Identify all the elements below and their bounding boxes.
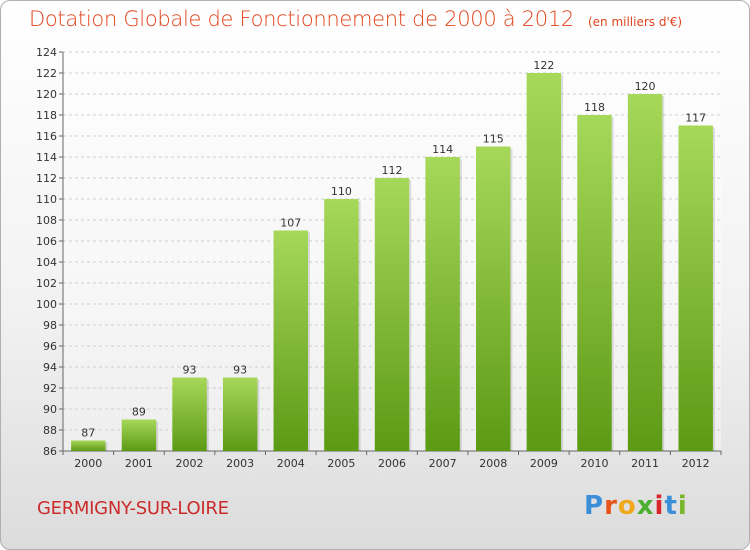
x-tick-label: 2000 <box>74 457 102 470</box>
y-tick-label: 94 <box>43 361 57 374</box>
x-tick-label: 2003 <box>226 457 254 470</box>
y-tick-label: 98 <box>43 319 57 332</box>
y-tick-label: 112 <box>36 172 57 185</box>
x-tick-label: 2011 <box>631 457 659 470</box>
y-tick-label: 100 <box>36 298 57 311</box>
y-tick-label: 116 <box>36 130 57 143</box>
bar-value-label: 93 <box>183 364 197 377</box>
y-tick-label: 104 <box>36 256 57 269</box>
x-tick-label: 2006 <box>378 457 406 470</box>
x-tick-label: 2009 <box>530 457 558 470</box>
y-tick-label: 92 <box>43 382 57 395</box>
bar-2000 <box>71 440 106 451</box>
logo-letter: x <box>636 491 655 521</box>
logo-letter: r <box>604 491 618 521</box>
bar-value-label: 122 <box>533 59 554 72</box>
bar-value-label: 115 <box>483 133 504 146</box>
x-tick-label: 2008 <box>479 457 507 470</box>
y-tick-label: 118 <box>36 109 57 122</box>
bar-2005 <box>324 199 359 451</box>
bar-value-label: 120 <box>635 80 656 93</box>
bar-2006 <box>374 178 410 451</box>
bar-2010 <box>577 115 612 451</box>
y-tick-label: 90 <box>43 403 57 416</box>
x-tick-label: 2007 <box>429 457 457 470</box>
logo-letter: t <box>664 491 678 521</box>
x-tick-label: 2010 <box>580 457 608 470</box>
proxiti-logo: Proxiti <box>584 491 688 521</box>
bar-value-label: 112 <box>382 164 403 177</box>
chart-title: Dotation Globale de Fonctionnement de 20… <box>29 7 574 31</box>
bar-value-label: 87 <box>81 427 95 440</box>
bar-value-label: 118 <box>584 101 605 114</box>
bar-2011 <box>627 94 663 451</box>
bar-2009 <box>526 73 562 451</box>
bar-2002 <box>172 377 207 451</box>
logo-letter: P <box>584 491 605 521</box>
x-tick-label: 2012 <box>682 457 710 470</box>
y-tick-label: 108 <box>36 214 57 227</box>
bar-2008 <box>476 146 511 451</box>
y-tick-label: 86 <box>43 445 57 458</box>
x-tick-label: 2004 <box>277 457 305 470</box>
bars <box>71 73 715 451</box>
data-labels: 87 89 93 93 107 110 112 114 115 122 118 120 117 <box>81 59 706 440</box>
y-tick-label: 120 <box>36 88 57 101</box>
bar-value-label: 117 <box>685 112 706 125</box>
bar-2001 <box>121 419 157 451</box>
y-tick-label: 88 <box>43 424 57 437</box>
logo-letter: i <box>654 491 665 521</box>
x-tick-label: 2001 <box>125 457 153 470</box>
logo-letter: o <box>617 491 637 521</box>
x-tick-label: 2005 <box>327 457 355 470</box>
chart-title-block: Dotation Globale de Fonctionnement de 20… <box>29 7 682 31</box>
logo-letter: i <box>677 491 688 521</box>
bar-value-label: 107 <box>280 217 301 230</box>
bar-2012 <box>678 125 713 451</box>
bar-value-label: 110 <box>331 185 352 198</box>
y-tick-label: 124 <box>36 46 57 59</box>
y-tick-label: 114 <box>36 151 57 164</box>
y-tick-label: 106 <box>36 235 57 248</box>
y-tick-label: 102 <box>36 277 57 290</box>
commune-name: GERMIGNY-SUR-LOIRE <box>37 498 229 519</box>
x-tick-label: 2002 <box>176 457 204 470</box>
y-tick-label: 110 <box>36 193 57 206</box>
bar-value-label: 89 <box>132 406 146 419</box>
bar-2007 <box>425 157 460 451</box>
bar-value-label: 93 <box>233 364 247 377</box>
chart-unit: (en milliers d'€) <box>587 15 683 29</box>
bar-2004 <box>273 230 308 451</box>
y-tick-label: 96 <box>43 340 57 353</box>
bar-value-label: 114 <box>432 143 453 156</box>
bar-2003 <box>222 377 258 451</box>
y-tick-label: 122 <box>36 67 57 80</box>
axes: 86 88 90 92 94 96 98 100 102 104 106 108 110 112 114 11… <box>36 46 722 470</box>
